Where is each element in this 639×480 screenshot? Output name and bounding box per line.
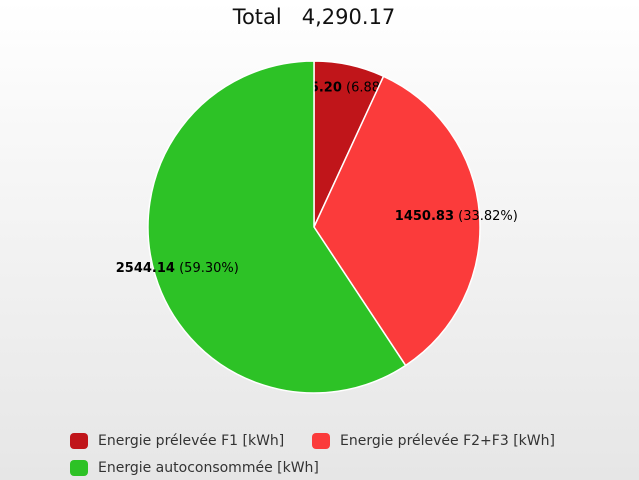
pie-slice <box>147 60 407 394</box>
legend-swatch <box>312 433 330 449</box>
legend-label: Energie prélevée F2+F3 [kWh] <box>340 433 555 449</box>
legend-label: Energie autoconsommée [kWh] <box>98 460 319 476</box>
pie-slice <box>313 75 481 367</box>
data-label: 1450.83 (33.82%) <box>395 209 518 224</box>
value-label: 2544.14 <box>116 261 175 276</box>
chart-title: Total 4,290.17 <box>232 5 396 29</box>
percent-label: (33.82%) <box>454 209 518 224</box>
legend-swatch <box>70 433 88 449</box>
percent-label: (59.30%) <box>175 261 239 276</box>
value-label: 1450.83 <box>395 209 454 224</box>
legend-swatch <box>70 460 88 476</box>
data-label: 2544.14 (59.30%) <box>116 261 239 276</box>
legend-label: Energie prélevée F1 [kWh] <box>98 433 284 449</box>
